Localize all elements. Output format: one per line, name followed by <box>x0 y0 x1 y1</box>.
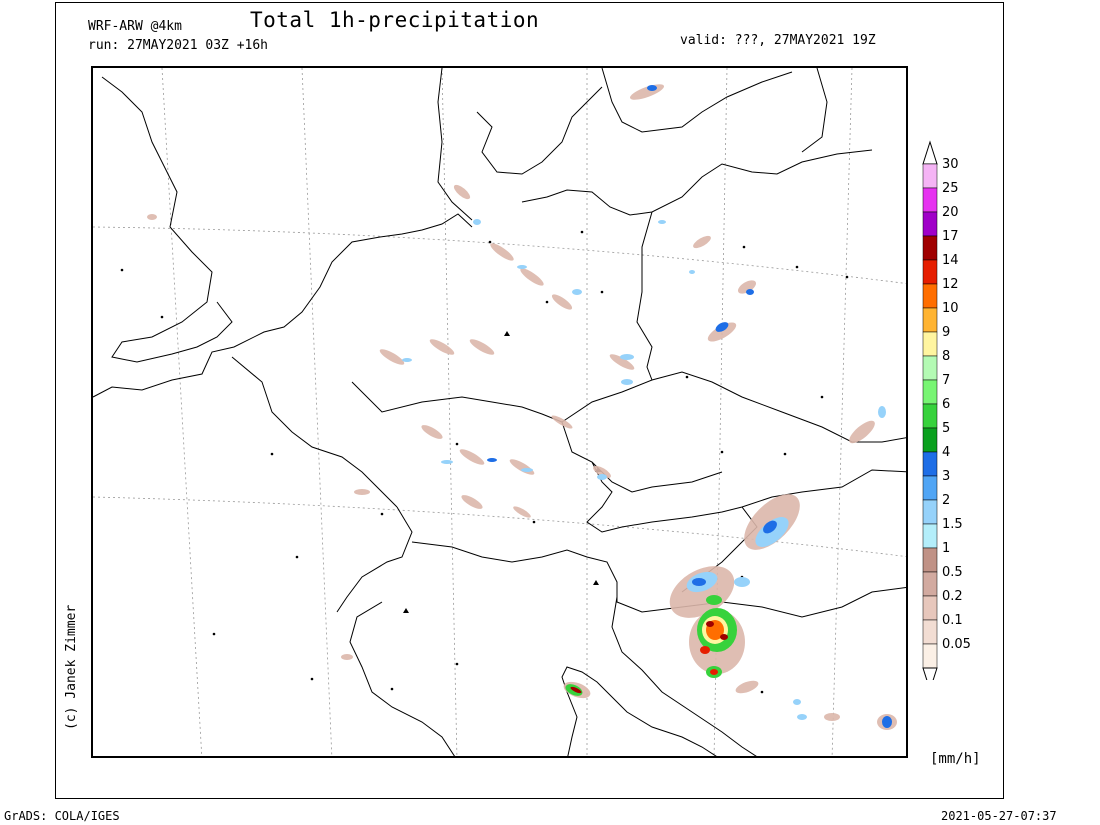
colorbar-tick-label: 0.2 <box>942 589 963 604</box>
plot-frame <box>55 2 1004 799</box>
colorbar-tick-label: 12 <box>942 277 959 292</box>
colorbar-tick-label: 6 <box>942 397 951 412</box>
colorbar-swatch <box>922 235 938 261</box>
colorbar-swatch <box>922 283 938 309</box>
software-credit: GrADS: COLA/IGES <box>4 809 120 823</box>
colorbar-swatch <box>922 259 938 285</box>
precip-extreme <box>570 616 728 694</box>
colorbar-tick-label: 9 <box>942 325 951 340</box>
colorbar-swatch <box>922 331 938 357</box>
precip-moderate <box>402 219 886 720</box>
map-title: Total 1h-precipitation <box>250 8 540 32</box>
precip-heavy <box>487 85 892 728</box>
colorbar-swatch <box>922 307 938 333</box>
colorbar-tick-label: 4 <box>942 445 951 460</box>
colorbar-tick-label: 0.05 <box>942 637 971 652</box>
colorbar-tick-label: 1 <box>942 541 951 556</box>
colorbar-tick-label: 20 <box>942 205 959 220</box>
colorbar-swatch <box>922 619 938 645</box>
colorbar-swatch <box>922 163 938 189</box>
colorbar-tick-label: 0.1 <box>942 613 963 628</box>
colorbar-swatch <box>922 499 938 525</box>
author-credit: (c) Janek Zimmer <box>64 604 79 730</box>
colorbar-swatch <box>922 211 938 237</box>
colorbar-swatch <box>922 379 938 405</box>
precip-light <box>147 84 897 730</box>
units-label: [mm/h] <box>930 751 981 767</box>
colorbar-tick-label: 7 <box>942 373 951 388</box>
colorbar-bottom-arrow <box>922 667 938 680</box>
colorbar-swatch <box>922 451 938 477</box>
colorbar-swatch <box>922 403 938 429</box>
colorbar-tick-label: 1.5 <box>942 517 963 532</box>
model-label: WRF-ARW @4km <box>88 19 182 34</box>
precipitation-map <box>91 66 908 758</box>
colorbar-tick-label: 25 <box>942 181 959 196</box>
colorbar-tick-label: 5 <box>942 421 951 436</box>
colorbar-swatch <box>922 523 938 549</box>
colorbar <box>922 140 938 680</box>
colorbar-tick-label: 30 <box>942 157 959 172</box>
valid-time-label: valid: ???, 27MAY2021 19Z <box>680 33 876 48</box>
colorbar-swatch <box>922 355 938 381</box>
colorbar-tick-label: 17 <box>942 229 959 244</box>
colorbar-tick-label: 14 <box>942 253 959 268</box>
colorbar-swatch <box>922 643 938 669</box>
colorbar-swatch <box>922 475 938 501</box>
coastlines-and-borders <box>93 68 906 756</box>
colorbar-swatch <box>922 571 938 597</box>
colorbar-tick-label: 2 <box>942 493 951 508</box>
graticule <box>93 68 906 756</box>
colorbar-tick-label: 8 <box>942 349 951 364</box>
run-label: run: 27MAY2021 03Z +16h <box>88 38 269 53</box>
colorbar-swatch <box>922 547 938 573</box>
colorbar-tick-label: 3 <box>942 469 951 484</box>
colorbar-swatch <box>922 187 938 213</box>
colorbar-tick-label: 0.5 <box>942 565 963 580</box>
colorbar-top-arrow <box>922 140 938 165</box>
colorbar-tick-label: 10 <box>942 301 959 316</box>
colorbar-swatch <box>922 595 938 621</box>
colorbar-swatch <box>922 427 938 453</box>
generation-timestamp: 2021-05-27-07:37 <box>941 809 1057 823</box>
